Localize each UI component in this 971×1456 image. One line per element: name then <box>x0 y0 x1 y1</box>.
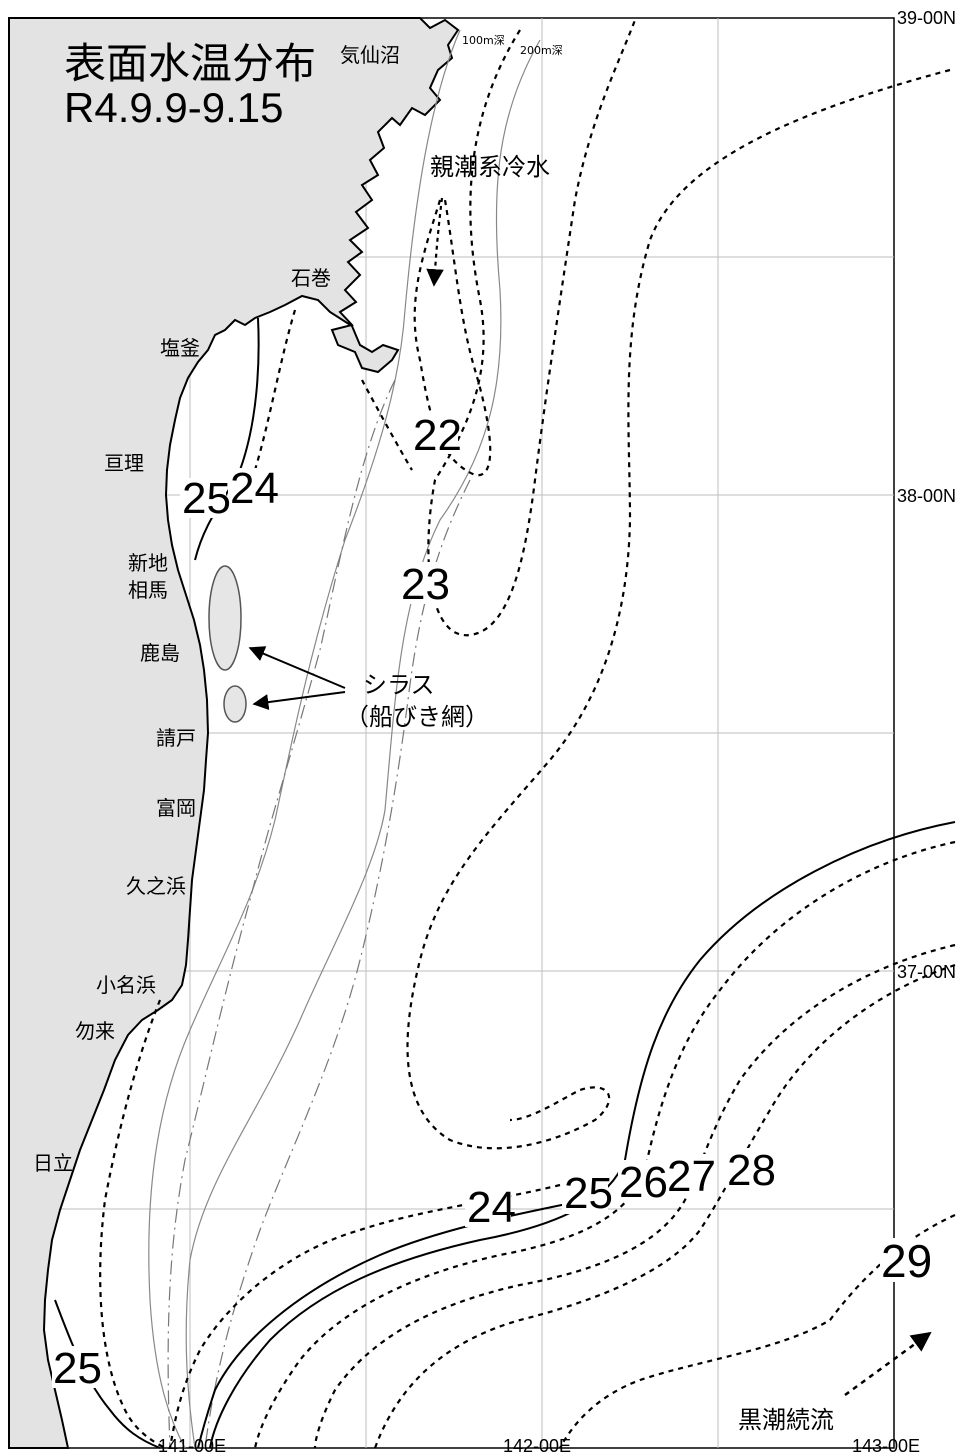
isotherm-label-23: 23 <box>401 560 450 609</box>
label-mask <box>412 412 458 454</box>
label-mask <box>726 1148 772 1190</box>
place-hisanohama: 久之浜 <box>126 874 186 898</box>
isotherm-27 <box>253 840 956 1449</box>
latitude-label-37n: 37-00N <box>897 962 956 982</box>
oyashio-arrow <box>426 197 444 287</box>
longitude-label-142e: 142-00E <box>503 1436 571 1456</box>
isotherm-label-22: 22 <box>413 411 462 460</box>
isotherm-25-coast-south <box>54 1299 161 1449</box>
shirasu-arrow-south <box>252 691 346 711</box>
label-mask <box>52 1346 98 1388</box>
isotherm-25-south <box>197 1194 611 1449</box>
isotherm-23-coastal <box>361 379 413 471</box>
isotherm-labels: 25 24 22 23 24 25 26 27 28 29 25 <box>52 411 932 1393</box>
label-mask <box>618 1160 664 1202</box>
label-mask <box>228 468 274 508</box>
place-kesennuma: 気仙沼 <box>340 43 400 67</box>
label-mask <box>465 1185 511 1227</box>
depth-contour-deep <box>167 379 396 1449</box>
isotherm-label-26: 26 <box>619 1158 668 1207</box>
isotherm-23 <box>427 19 637 637</box>
isotherm-22 <box>413 199 492 477</box>
map-title: 表面水温分布 <box>64 39 316 88</box>
isotherm-label-29: 29 <box>881 1235 932 1287</box>
depth-contour-200m <box>185 39 541 1449</box>
place-shinchi: 新地 <box>128 551 168 575</box>
isotherm-label-24-south: 24 <box>467 1183 516 1232</box>
place-ukedo: 請戸 <box>156 726 196 750</box>
label-mask <box>180 478 226 518</box>
isotherm-label-28: 28 <box>727 1146 776 1195</box>
latitude-label-39n: 39-00N <box>897 8 956 28</box>
oyashio-label: 親潮系冷水 <box>430 153 550 181</box>
depth-label-100m: 100m深 <box>462 34 505 47</box>
shirasu-area-north <box>208 565 242 671</box>
shirasu-label: シラス <box>363 671 435 699</box>
longitude-label-143e: 143-00E <box>852 1436 920 1456</box>
shirasu-method-label: （船びき網） <box>345 703 489 731</box>
isotherm-label-25-north: 25 <box>182 474 231 523</box>
label-mask <box>880 1238 928 1282</box>
place-watari: 亘理 <box>104 451 144 475</box>
depth-label-200m: 200m深 <box>520 44 563 57</box>
depth-contour-deep <box>204 479 471 1449</box>
isotherm-28 <box>373 963 956 1449</box>
isotherm-24-coast-south <box>99 999 166 1449</box>
isotherm-label-24-north: 24 <box>230 464 279 513</box>
kuroshio-arrow <box>844 1331 932 1397</box>
shirasu-area-south <box>223 685 247 723</box>
place-shiogama: 塩釜 <box>160 336 200 360</box>
map-date-range: R4.9.9-9.15 <box>64 84 283 131</box>
isotherm-29 <box>559 1213 956 1449</box>
place-tomioka: 富岡 <box>156 796 196 820</box>
isotherm-label-27: 27 <box>667 1152 716 1201</box>
depth-contour-100m <box>148 29 461 1449</box>
isotherm-label-25-south: 25 <box>564 1169 613 1218</box>
isotherm-24-north <box>253 309 297 471</box>
place-onahama: 小名浜 <box>96 973 156 997</box>
land-mass <box>8 17 460 1449</box>
label-mask <box>562 1172 608 1214</box>
place-ishinomaki: 石巻 <box>291 266 331 290</box>
label-mask <box>666 1154 712 1196</box>
place-soma: 相馬 <box>128 578 168 602</box>
longitude-label-141e: 141-00E <box>158 1436 226 1456</box>
place-nakoso: 勿来 <box>75 1019 115 1043</box>
place-hitachi: 日立 <box>33 1151 73 1175</box>
isotherm-label-25-coast: 25 <box>53 1344 102 1393</box>
isotherm-27b <box>313 943 956 1449</box>
kuroshio-label: 黒潮続流 <box>738 1406 834 1434</box>
place-kashima: 鹿島 <box>140 641 180 665</box>
latitude-label-38n: 38-00N <box>897 486 956 506</box>
label-mask <box>400 562 446 604</box>
shirasu-arrow-north <box>248 646 346 689</box>
isotherm-23-offshore <box>406 68 951 1150</box>
